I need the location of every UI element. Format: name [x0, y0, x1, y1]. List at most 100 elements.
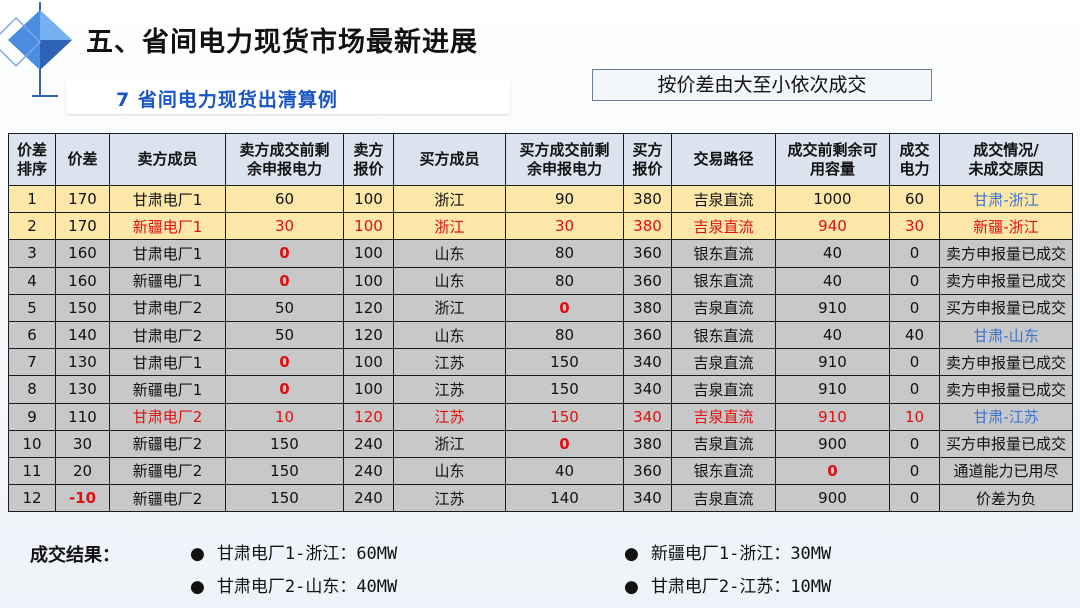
result-cell: 价差为负 — [939, 484, 1073, 513]
bullet-icon: ● — [624, 544, 639, 564]
rank-cell: 6 — [8, 320, 56, 350]
spread-cell: -10 — [55, 484, 110, 513]
buyer-price-cell: 380 — [623, 184, 672, 214]
seller-cell: 新疆电厂1 — [109, 266, 226, 295]
traded-power-cell: 0 — [889, 266, 940, 295]
seller-remaining-cell: 0 — [225, 348, 344, 377]
header-cell: 卖方 报价 — [343, 133, 394, 186]
buyer-price-cell: 340 — [623, 375, 672, 404]
spread-cell: 150 — [55, 293, 110, 322]
result-item: ● 甘肃电厂1-浙江：60MW — [190, 539, 397, 564]
result-text: 甘肃电厂1-浙江：60MW — [216, 544, 398, 564]
seller-price-cell: 120 — [343, 320, 394, 350]
header-cell: 成交情况/ 未成交原因 — [939, 133, 1073, 186]
seller-remaining-cell: 150 — [225, 456, 344, 486]
traded-power-cell: 0 — [889, 456, 940, 486]
seller-price-cell: 100 — [343, 266, 394, 295]
seller-cell: 新疆电厂1 — [109, 375, 226, 404]
subtitle: 7 省间电力现货出清算例 — [116, 89, 338, 111]
seller-remaining-cell: 30 — [225, 212, 344, 241]
seller-cell: 甘肃电厂1 — [109, 184, 226, 214]
table-row: 8 130 新疆电厂1 0 100 江苏 150 340 吉泉直流 910 0 … — [8, 375, 1073, 404]
buyer-price-cell: 380 — [623, 212, 672, 241]
buyer-cell: 江苏 — [393, 375, 506, 404]
table-row: 4 160 新疆电厂1 0 100 山东 80 360 银东直流 40 0 卖方… — [8, 266, 1073, 295]
table-row: 12 -10 新疆电厂2 150 240 江苏 140 340 吉泉直流 900… — [8, 484, 1073, 513]
table-row: 7 130 甘肃电厂1 0 100 江苏 150 340 吉泉直流 910 0 … — [8, 348, 1073, 377]
capacity-cell: 910 — [775, 293, 890, 322]
buyer-price-cell: 340 — [623, 484, 672, 513]
buyer-cell: 浙江 — [393, 212, 506, 241]
capacity-cell: 900 — [775, 429, 890, 458]
result-cell: 卖方申报量已成交 — [939, 348, 1073, 377]
buyer-remaining-cell: 30 — [505, 212, 624, 241]
header-cell: 价差 排序 — [8, 133, 56, 186]
traded-power-cell: 0 — [889, 429, 940, 458]
header-cell: 成交 电力 — [889, 133, 940, 186]
seller-cell: 新疆电厂2 — [109, 484, 226, 513]
buyer-remaining-cell: 80 — [505, 239, 624, 268]
seller-price-cell: 100 — [343, 212, 394, 241]
result-item: ● 新疆电厂1-浙江：30MW — [624, 539, 831, 564]
buyer-cell: 山东 — [393, 320, 506, 350]
buyer-price-cell: 380 — [623, 293, 672, 322]
result-cell: 买方申报量已成交 — [939, 293, 1073, 322]
buyer-remaining-cell: 150 — [505, 402, 624, 431]
table-row: 11 20 新疆电厂2 150 240 山东 40 360 银东直流 0 0 通… — [8, 456, 1073, 486]
spread-cell: 110 — [55, 402, 110, 431]
capacity-cell: 40 — [775, 266, 890, 295]
seller-price-cell: 240 — [343, 456, 394, 486]
spread-cell: 160 — [55, 266, 110, 295]
buyer-price-cell: 360 — [623, 320, 672, 350]
buyer-remaining-cell: 80 — [505, 266, 624, 295]
capacity-cell: 910 — [775, 375, 890, 404]
rank-cell: 2 — [8, 212, 56, 241]
seller-remaining-cell: 150 — [225, 429, 344, 458]
seller-price-cell: 120 — [343, 402, 394, 431]
table-row: 6 140 甘肃电厂2 50 120 山东 80 360 银东直流 40 40 … — [8, 320, 1073, 350]
seller-cell: 新疆电厂2 — [109, 456, 226, 486]
header-cell: 价差 — [55, 133, 110, 186]
buyer-price-cell: 340 — [623, 348, 672, 377]
seller-price-cell: 120 — [343, 293, 394, 322]
buyer-price-cell: 380 — [623, 429, 672, 458]
results-label: 成交结果： — [30, 545, 120, 566]
table-row: 1 170 甘肃电厂1 60 100 浙江 90 380 吉泉直流 1000 6… — [8, 184, 1073, 214]
traded-power-cell: 0 — [889, 293, 940, 322]
buyer-price-cell: 340 — [623, 402, 672, 431]
buyer-remaining-cell: 0 — [505, 293, 624, 322]
diamond-logo-icon — [0, 2, 72, 97]
result-cell: 卖方申报量已成交 — [939, 239, 1073, 268]
capacity-cell: 940 — [775, 212, 890, 241]
buyer-price-cell: 360 — [623, 239, 672, 268]
capacity-cell: 900 — [775, 484, 890, 513]
path-cell: 吉泉直流 — [671, 293, 776, 322]
rank-cell: 1 — [8, 184, 56, 214]
path-cell: 银东直流 — [671, 320, 776, 350]
result-item: ● 甘肃电厂2-山东：40MW — [190, 572, 397, 597]
buyer-cell: 浙江 — [393, 293, 506, 322]
table-row: 2 170 新疆电厂1 30 100 浙江 30 380 吉泉直流 940 30… — [8, 212, 1073, 241]
bullet-icon: ● — [190, 577, 205, 597]
capacity-cell: 40 — [775, 239, 890, 268]
result-item: ● 甘肃电厂2-江苏：10MW — [624, 572, 831, 597]
seller-cell: 甘肃电厂1 — [109, 239, 226, 268]
buyer-cell: 山东 — [393, 456, 506, 486]
traded-power-cell: 0 — [889, 375, 940, 404]
spread-cell: 130 — [55, 375, 110, 404]
spread-cell: 20 — [55, 456, 110, 486]
traded-power-cell: 0 — [889, 239, 940, 268]
seller-remaining-cell: 0 — [225, 375, 344, 404]
rank-cell: 10 — [8, 429, 56, 458]
result-cell: 甘肃-山东 — [939, 320, 1073, 350]
rank-cell: 11 — [8, 456, 56, 486]
path-cell: 吉泉直流 — [671, 402, 776, 431]
path-cell: 银东直流 — [671, 239, 776, 268]
seller-remaining-cell: 10 — [225, 402, 344, 431]
spread-cell: 130 — [55, 348, 110, 377]
capacity-cell: 910 — [775, 348, 890, 377]
spread-cell: 170 — [55, 212, 110, 241]
capacity-cell: 1000 — [775, 184, 890, 214]
traded-power-cell: 30 — [889, 212, 940, 241]
result-cell: 卖方申报量已成交 — [939, 266, 1073, 295]
